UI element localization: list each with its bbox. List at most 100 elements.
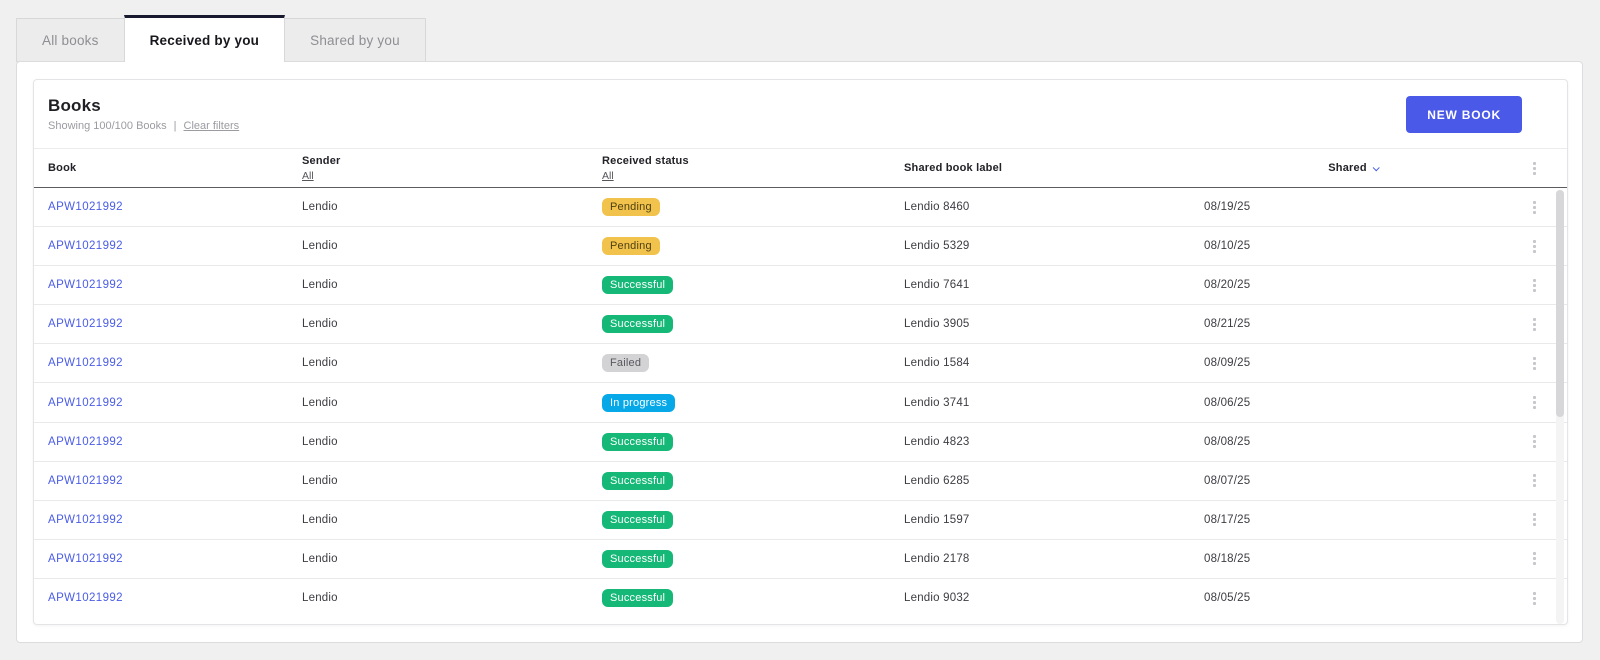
status-badge: Failed [602, 354, 650, 373]
book-link[interactable]: APW1021992 [48, 279, 123, 292]
book-link[interactable]: APW1021992 [48, 513, 123, 526]
shared-cell: 08/07/25 [1204, 474, 1251, 487]
row-menu-cell [1502, 392, 1567, 413]
column-label: Shared book label [904, 162, 1003, 174]
book-cell: APW1021992 [48, 318, 302, 330]
book-cell: APW1021992 [48, 592, 302, 604]
tab-received-by-you[interactable]: Received by you [123, 15, 286, 62]
book-link[interactable]: APW1021992 [48, 396, 123, 409]
kebab-menu-icon[interactable] [1527, 158, 1542, 179]
row-menu-cell [1502, 197, 1567, 218]
column-header-shared-sort[interactable]: Shared [1204, 162, 1502, 174]
book-cell: APW1021992 [48, 475, 302, 487]
books-tabbar: All books Received by you Shared by you [16, 15, 426, 62]
table-row: APW1021992 Lendio Pending Lendio 8460 08… [34, 188, 1567, 228]
clear-filters-link[interactable]: Clear filters [183, 120, 240, 132]
status-badge: Pending [602, 198, 660, 217]
book-link[interactable]: APW1021992 [48, 240, 123, 253]
book-link[interactable]: APW1021992 [48, 357, 123, 370]
row-menu-cell [1502, 314, 1567, 335]
book-cell: APW1021992 [48, 279, 302, 291]
label-cell: Lendio 8460 [904, 201, 970, 214]
label-cell: Lendio 1597 [904, 513, 970, 526]
status-badge: Successful [602, 589, 674, 608]
status-badge: Successful [602, 549, 674, 568]
separator: | [173, 120, 177, 132]
label-cell: Lendio 9032 [904, 592, 970, 605]
book-link[interactable]: APW1021992 [48, 592, 123, 605]
label-cell: Lendio 3741 [904, 396, 970, 409]
column-header-shared-book-label: Shared book label [904, 162, 1204, 174]
table-row: APW1021992 Lendio In progress Lendio 374… [34, 383, 1567, 423]
book-cell: APW1021992 [48, 436, 302, 448]
books-panel: Books Showing 100/100 Books | Clear filt… [16, 61, 1583, 643]
status-cell: Successful [602, 549, 904, 568]
chevron-down-icon [1372, 163, 1380, 171]
row-menu-cell [1502, 509, 1567, 530]
shared-cell: 08/06/25 [1204, 396, 1251, 409]
table-row: APW1021992 Lendio Successful Lendio 2178… [34, 540, 1567, 579]
column-header-book: Book [48, 162, 302, 174]
column-header-received-status: Received status All [602, 155, 904, 182]
sender-cell: Lendio [302, 474, 338, 487]
kebab-menu-icon[interactable] [1527, 431, 1542, 452]
tab-shared-by-you[interactable]: Shared by you [284, 18, 426, 62]
results-summary: Showing 100/100 Books | Clear filters [48, 120, 239, 132]
sender-cell: Lendio [302, 513, 338, 526]
page-title: Books [48, 96, 101, 115]
status-badge: Successful [602, 432, 674, 451]
row-menu-cell [1502, 275, 1567, 296]
scrollbar-thumb[interactable] [1556, 190, 1564, 417]
status-badge: Successful [602, 276, 674, 295]
kebab-menu-icon[interactable] [1527, 197, 1542, 218]
table-row: APW1021992 Lendio Successful Lendio 7641… [34, 266, 1567, 306]
new-book-button[interactable]: NEW BOOK [1406, 96, 1522, 133]
book-cell: APW1021992 [48, 514, 302, 526]
kebab-menu-icon[interactable] [1527, 314, 1542, 335]
sender-cell: Lendio [302, 592, 338, 605]
vertical-scrollbar[interactable] [1556, 190, 1564, 624]
kebab-menu-icon[interactable] [1527, 236, 1542, 257]
column-label: Book [48, 162, 77, 174]
status-badge: Pending [602, 237, 660, 256]
kebab-menu-icon[interactable] [1527, 509, 1542, 530]
sender-cell: Lendio [302, 435, 338, 448]
book-cell: APW1021992 [48, 553, 302, 565]
book-link[interactable]: APW1021992 [48, 435, 123, 448]
book-link[interactable]: APW1021992 [48, 201, 123, 214]
book-cell: APW1021992 [48, 201, 302, 213]
label-cell: Lendio 5329 [904, 240, 970, 253]
kebab-menu-icon[interactable] [1527, 392, 1542, 413]
table-header: Book Sender All Received status All Shar… [34, 148, 1567, 188]
row-menu-cell [1502, 236, 1567, 257]
label-cell: Lendio 7641 [904, 279, 970, 292]
sender-filter-link[interactable]: All [302, 169, 314, 182]
kebab-menu-icon[interactable] [1527, 588, 1542, 609]
label-cell: Lendio 3905 [904, 318, 970, 331]
row-menu-cell [1502, 470, 1567, 491]
kebab-menu-icon[interactable] [1527, 275, 1542, 296]
table-body: APW1021992 Lendio Pending Lendio 8460 08… [34, 188, 1567, 618]
books-card: Books Showing 100/100 Books | Clear filt… [33, 79, 1568, 625]
row-menu-cell [1502, 588, 1567, 609]
column-header-sender: Sender All [302, 155, 602, 182]
kebab-menu-icon[interactable] [1527, 470, 1542, 491]
column-label: Sender [302, 154, 341, 167]
row-menu-cell [1502, 431, 1567, 452]
status-cell: Successful [602, 276, 904, 295]
label-cell: Lendio 2178 [904, 552, 970, 565]
book-link[interactable]: APW1021992 [48, 474, 123, 487]
sender-cell: Lendio [302, 396, 338, 409]
header-menu-cell [1502, 158, 1567, 179]
label-cell: Lendio 6285 [904, 474, 970, 487]
book-link[interactable]: APW1021992 [48, 318, 123, 331]
column-label: Shared [1328, 162, 1367, 174]
kebab-menu-icon[interactable] [1527, 353, 1542, 374]
received-status-filter-link[interactable]: All [602, 169, 614, 182]
kebab-menu-icon[interactable] [1527, 548, 1542, 569]
tab-all-books[interactable]: All books [16, 18, 125, 62]
status-cell: Pending [602, 237, 904, 256]
row-menu-cell [1502, 353, 1567, 374]
book-link[interactable]: APW1021992 [48, 552, 123, 565]
table-row: APW1021992 Lendio Successful Lendio 6285… [34, 462, 1567, 501]
